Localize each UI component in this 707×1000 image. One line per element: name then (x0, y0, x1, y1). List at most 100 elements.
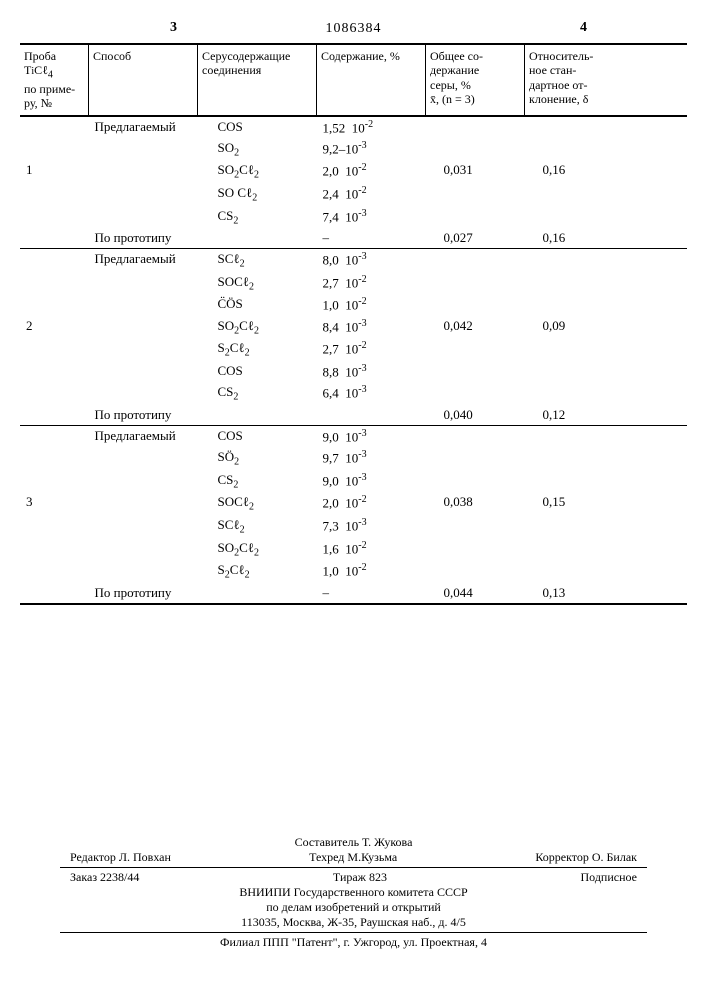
footer-org2: по делам изобретений и открытий (20, 900, 687, 915)
header-sample: ПробаTiCℓ4по приме-ру, № (20, 44, 89, 116)
table-row: CS26,4 10-3 (20, 382, 687, 405)
cell-method (89, 447, 198, 470)
cell-stdev (525, 470, 688, 493)
cell-method (89, 515, 198, 538)
table-row: SO2Cℓ21,6 10-2 (20, 538, 687, 561)
cell-stdev: 0,16 (525, 228, 688, 248)
cell-total (426, 249, 525, 272)
cell-content: 9,0 10-3 (317, 470, 426, 493)
table-row: ПредлагаемыйCOS1,52 10-2 (20, 116, 687, 138)
cell-method: Предлагаемый (89, 426, 198, 447)
cell-sample: 1 (20, 160, 89, 183)
cell-method (89, 492, 198, 515)
cell-sample (20, 206, 89, 229)
table-row: По прототипу–0,0270,16 (20, 228, 687, 248)
cell-sample (20, 183, 89, 206)
cell-stdev (525, 272, 688, 295)
cell-content: 9,7 10-3 (317, 447, 426, 470)
cell-sample (20, 426, 89, 447)
cell-compound: C̈ÖS (198, 294, 317, 315)
cell-total (426, 361, 525, 382)
cell-method (89, 538, 198, 561)
cell-total (426, 206, 525, 229)
header-content: Содержание, % (317, 44, 426, 116)
footer-credits-row: Редактор Л. Повхан Техред М.Кузьма Корре… (20, 850, 687, 865)
cell-sample: 3 (20, 492, 89, 515)
cell-method (89, 560, 198, 583)
cell-total (426, 447, 525, 470)
cell-total (426, 338, 525, 361)
cell-total: 0,044 (426, 583, 525, 603)
footer-tech: Техред М.Кузьма (309, 850, 397, 865)
cell-sample (20, 272, 89, 295)
cell-content: 2,0 10-2 (317, 492, 426, 515)
footer-order-row: Заказ 2238/44 Тираж 823 Подписное (20, 870, 687, 885)
cell-compound: S2Cℓ2 (198, 560, 317, 583)
cell-total (426, 538, 525, 561)
cell-total: 0,031 (426, 160, 525, 183)
cell-sample (20, 560, 89, 583)
cell-content: 2,0 10-2 (317, 160, 426, 183)
cell-stdev (525, 515, 688, 538)
cell-sample (20, 447, 89, 470)
cell-method (89, 338, 198, 361)
cell-total: 0,040 (426, 405, 525, 425)
cell-sample (20, 382, 89, 405)
table-row: CS29,0 10-3 (20, 470, 687, 493)
cell-method (89, 316, 198, 339)
cell-compound: SOCℓ2 (198, 272, 317, 295)
footer-block: Составитель Т. Жукова Редактор Л. Повхан… (20, 835, 687, 950)
header-method: Способ (89, 44, 198, 116)
cell-stdev (525, 382, 688, 405)
cell-compound: COS (198, 361, 317, 382)
cell-compound: SO2Cℓ2 (198, 316, 317, 339)
cell-compound: SO2Cℓ2 (198, 160, 317, 183)
data-table: ПробаTiCℓ4по приме-ру, № Способ Серусоде… (20, 43, 687, 605)
cell-total (426, 560, 525, 583)
cell-content: 2,4 10-2 (317, 183, 426, 206)
cell-stdev (525, 249, 688, 272)
footer-order: Заказ 2238/44 (70, 870, 139, 885)
cell-method: По прототипу (89, 228, 198, 248)
table-row: SCℓ27,3 10-3 (20, 515, 687, 538)
cell-method: Предлагаемый (89, 116, 198, 138)
footer-branch: Филиал ППП "Патент", г. Ужгород, ул. Про… (20, 935, 687, 950)
cell-stdev (525, 183, 688, 206)
cell-method (89, 294, 198, 315)
table-row: CS27,4 10-3 (20, 206, 687, 229)
cell-total: 0,027 (426, 228, 525, 248)
cell-content: – (317, 583, 426, 603)
page-right: 4 (580, 20, 587, 36)
cell-content: 8,0 10-3 (317, 249, 426, 272)
table-row: S2Cℓ22,7 10-2 (20, 338, 687, 361)
header-stdev: Относитель-ное стан-дартное от-клонение,… (525, 44, 688, 116)
cell-stdev: 0,13 (525, 583, 688, 603)
cell-sample (20, 583, 89, 603)
cell-compound: SO2Cℓ2 (198, 538, 317, 561)
cell-stdev (525, 294, 688, 315)
cell-method (89, 470, 198, 493)
cell-compound: CS2 (198, 206, 317, 229)
cell-total (426, 470, 525, 493)
cell-method: По прототипу (89, 583, 198, 603)
cell-sample (20, 515, 89, 538)
table-row: По прототипу –0,0440,13 (20, 583, 687, 603)
cell-stdev (525, 206, 688, 229)
cell-content: 1,6 10-2 (317, 538, 426, 561)
cell-compound (198, 583, 317, 603)
table-row: SO Cℓ22,4 10-2 (20, 183, 687, 206)
cell-compound: SO2 (198, 138, 317, 161)
cell-stdev (525, 538, 688, 561)
table-row: SO29,2–10-3 (20, 138, 687, 161)
cell-sample (20, 249, 89, 272)
cell-stdev: 0,12 (525, 405, 688, 425)
cell-total (426, 294, 525, 315)
cell-content (317, 405, 426, 425)
cell-method (89, 138, 198, 161)
cell-sample (20, 538, 89, 561)
footer-corrector: Корректор О. Билак (535, 850, 637, 865)
cell-sample (20, 470, 89, 493)
cell-content: 9,0 10-3 (317, 426, 426, 447)
cell-compound: SCℓ2 (198, 249, 317, 272)
table-row: COS8,8 10-3 (20, 361, 687, 382)
